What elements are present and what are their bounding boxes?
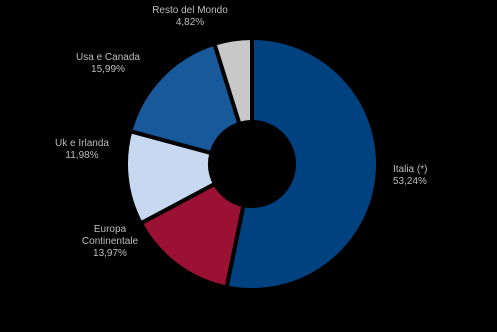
- category-label: Italia (*): [393, 164, 428, 175]
- value-label: 53,24%: [393, 176, 427, 187]
- value-label: 15,99%: [91, 64, 125, 75]
- slice-label: Usa e Canada 15,99%: [58, 52, 158, 76]
- value-label: 4,82%: [175, 17, 205, 28]
- category-label: Resto del Mondo: [152, 5, 228, 16]
- donut-slice: [127, 41, 242, 156]
- slice-label: Italia (*) 53,24%: [393, 164, 473, 188]
- value-label: 11,98%: [65, 150, 99, 161]
- slice-label: Resto del Mondo 4,82%: [140, 5, 240, 29]
- slice-label: Uk e Irlanda 11,98%: [32, 138, 132, 162]
- category-label: Usa e Canada: [76, 52, 140, 63]
- slice-label: Europa Continentale 13,97%: [60, 224, 160, 260]
- category-label: Uk e Irlanda: [55, 138, 109, 149]
- donut-slice: [124, 128, 218, 226]
- value-label: 13,97%: [93, 248, 127, 259]
- donut-slice: [224, 35, 380, 292]
- donut-slice: [211, 35, 254, 127]
- category-label: Europa Continentale: [81, 224, 139, 247]
